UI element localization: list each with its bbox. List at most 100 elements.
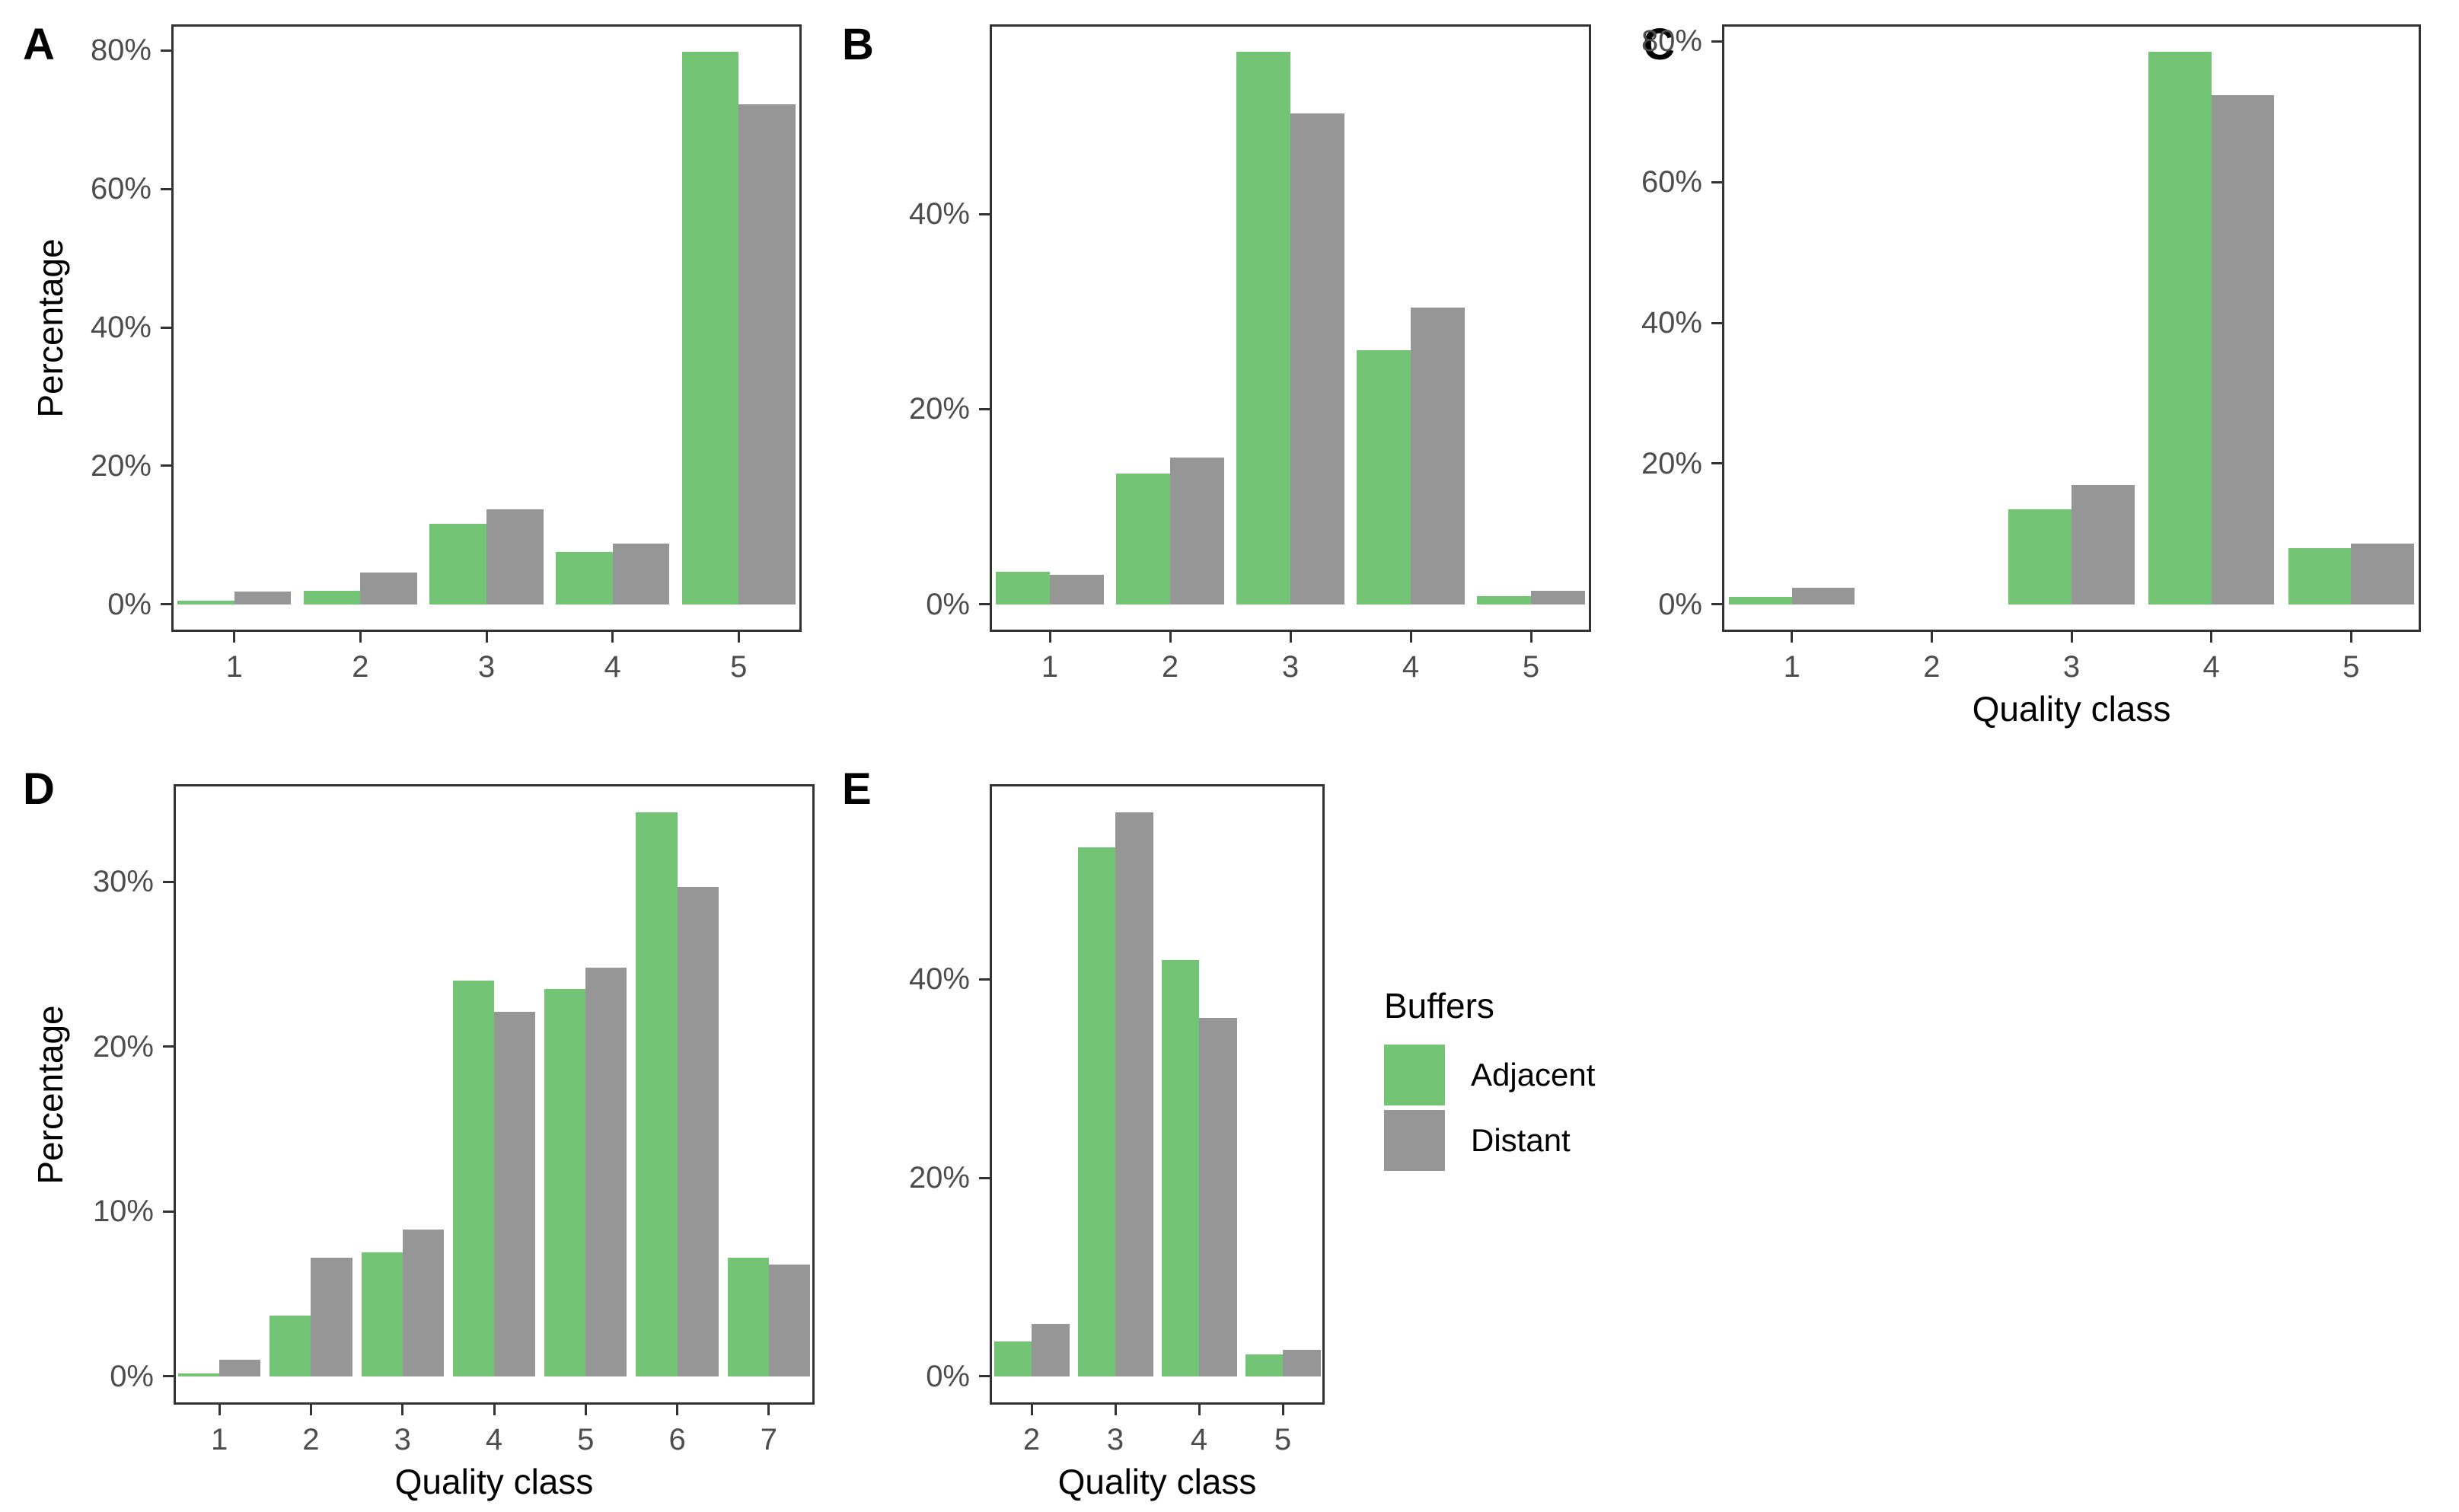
legend-item-distant: Distant xyxy=(1384,1110,1704,1171)
panel-letter-d: D xyxy=(23,764,55,814)
bar-adjacent-class-1 xyxy=(1729,597,1792,604)
y-tick-30 xyxy=(163,880,174,883)
y-tick-40 xyxy=(1711,321,1722,324)
x-tick-1 xyxy=(1791,632,1794,643)
bar-adjacent-class-5 xyxy=(2288,547,2352,604)
x-tick-label-4: 4 xyxy=(1190,1423,1208,1456)
bar-distant-class-2 xyxy=(1170,458,1225,604)
y-tick-0 xyxy=(979,603,990,606)
x-tick-1 xyxy=(233,632,236,643)
x-tick-label-4: 4 xyxy=(485,1423,503,1456)
bar-distant-class-1 xyxy=(1050,575,1105,604)
legend: Buffers Adjacent Distant xyxy=(1384,988,1704,1175)
bar-distant-class-4 xyxy=(494,1012,536,1376)
y-tick-60 xyxy=(1711,180,1722,183)
x-axis-title: Quality class xyxy=(1972,689,2171,729)
y-tick-40 xyxy=(979,212,990,215)
y-tick-label-0: 0% xyxy=(107,587,151,621)
bar-distant-class-1 xyxy=(234,592,292,604)
bar-distant-class-3 xyxy=(1115,812,1153,1376)
bar-adjacent-class-7 xyxy=(727,1257,769,1376)
x-axis-title: Quality class xyxy=(1057,1462,1257,1501)
x-tick-4 xyxy=(493,1405,496,1415)
bar-distant-class-1 xyxy=(1791,587,1855,604)
y-tick-label-60: 60% xyxy=(1641,165,1702,199)
bar-adjacent-class-1 xyxy=(178,1373,220,1376)
plot-area-a xyxy=(171,24,802,632)
x-tick-label-2: 2 xyxy=(1161,650,1179,684)
legend-swatch-distant xyxy=(1384,1110,1445,1171)
y-tick-label-40: 40% xyxy=(908,197,970,231)
bar-adjacent-class-4 xyxy=(556,551,613,604)
panel-letter-e: E xyxy=(842,764,872,814)
x-tick-5 xyxy=(2349,632,2352,643)
bar-distant-class-3 xyxy=(1290,113,1345,604)
bar-adjacent-class-4 xyxy=(2148,52,2212,604)
y-tick-60 xyxy=(161,187,171,190)
bar-distant-class-7 xyxy=(768,1264,810,1376)
y-tick-label-20: 20% xyxy=(92,1029,154,1064)
x-tick-5 xyxy=(737,632,740,643)
legend-item-adjacent: Adjacent xyxy=(1384,1045,1704,1105)
x-tick-label-5: 5 xyxy=(1274,1423,1292,1456)
x-tick-4 xyxy=(2210,632,2213,643)
y-tick-20 xyxy=(161,464,171,467)
x-tick-4 xyxy=(1409,632,1412,643)
bar-adjacent-class-6 xyxy=(636,812,678,1376)
y-tick-10 xyxy=(163,1210,174,1213)
bar-distant-class-5 xyxy=(738,104,796,604)
panel-letter-c: C xyxy=(1643,20,1675,69)
y-tick-80 xyxy=(161,49,171,52)
bar-adjacent-class-5 xyxy=(1476,596,1531,604)
bar-adjacent-class-5 xyxy=(544,988,586,1376)
bar-distant-class-5 xyxy=(1283,1349,1321,1376)
bar-distant-class-1 xyxy=(219,1360,261,1376)
bar-adjacent-class-2 xyxy=(1115,473,1170,604)
y-tick-label-30: 30% xyxy=(92,865,154,899)
bar-adjacent-class-5 xyxy=(681,52,739,604)
x-tick-label-6: 6 xyxy=(668,1423,686,1456)
x-tick-1 xyxy=(1048,632,1051,643)
bar-distant-class-3 xyxy=(2071,484,2135,604)
panel-letter-a: A xyxy=(23,20,55,69)
plot-area-b xyxy=(990,24,1591,632)
bar-distant-class-4 xyxy=(2211,94,2275,604)
x-tick-label-2: 2 xyxy=(352,650,369,684)
x-tick-7 xyxy=(767,1405,770,1415)
x-tick-label-3: 3 xyxy=(1281,650,1300,684)
x-tick-2 xyxy=(1030,1405,1033,1415)
x-tick-2 xyxy=(359,632,362,643)
x-tick-5 xyxy=(1529,632,1532,643)
y-tick-label-80: 80% xyxy=(90,33,151,68)
y-tick-label-60: 60% xyxy=(90,172,151,206)
x-tick-label-3: 3 xyxy=(394,1423,411,1456)
bar-distant-class-2 xyxy=(360,572,417,604)
x-tick-label-1: 1 xyxy=(211,1423,228,1456)
x-tick-label-7: 7 xyxy=(760,1423,777,1456)
plot-area-e xyxy=(990,784,1325,1405)
bar-distant-class-4 xyxy=(1411,308,1466,604)
x-tick-label-3: 3 xyxy=(477,650,496,684)
plot-area-d xyxy=(174,784,815,1405)
bar-adjacent-class-4 xyxy=(1161,960,1199,1376)
x-tick-3 xyxy=(401,1405,404,1415)
x-tick-label-5: 5 xyxy=(1522,650,1540,684)
x-tick-label-4: 4 xyxy=(604,650,621,684)
bar-distant-class-2 xyxy=(1032,1323,1070,1376)
y-tick-label-20: 20% xyxy=(908,392,970,426)
bar-distant-class-3 xyxy=(486,509,544,604)
x-tick-3 xyxy=(2070,632,2073,643)
x-tick-3 xyxy=(1114,1405,1117,1415)
bar-adjacent-class-1 xyxy=(177,601,234,604)
y-tick-40 xyxy=(979,978,990,981)
y-tick-label-80: 80% xyxy=(1641,24,1702,59)
y-tick-label-40: 40% xyxy=(908,962,970,997)
x-tick-2 xyxy=(309,1405,312,1415)
bar-distant-class-6 xyxy=(677,886,719,1376)
legend-label-adjacent: Adjacent xyxy=(1471,1057,1596,1093)
